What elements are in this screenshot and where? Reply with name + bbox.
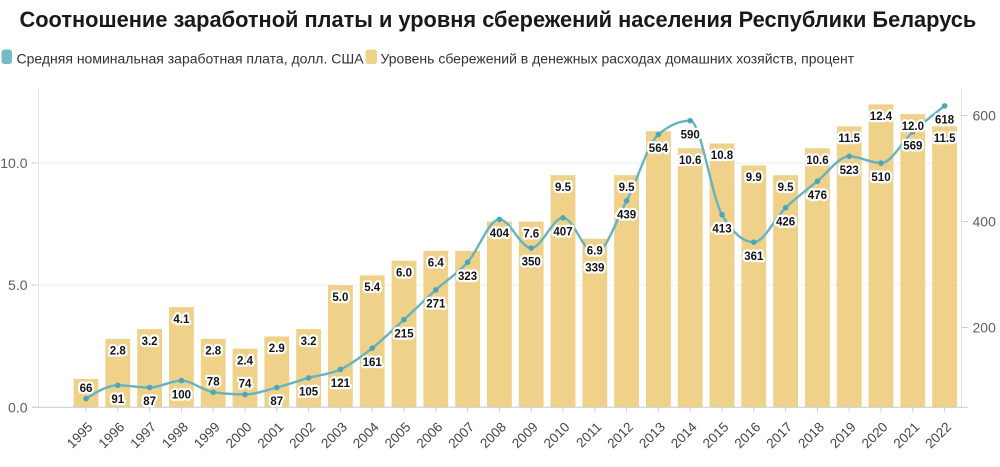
- svg-text:4.1: 4.1: [173, 314, 190, 326]
- svg-text:5.0: 5.0: [8, 277, 28, 293]
- svg-text:361: 361: [744, 251, 764, 263]
- svg-text:476: 476: [808, 190, 827, 202]
- svg-text:6.4: 6.4: [428, 258, 445, 270]
- svg-text:3.2: 3.2: [142, 336, 158, 348]
- svg-text:400: 400: [973, 214, 997, 230]
- svg-text:87: 87: [143, 396, 156, 408]
- svg-text:74: 74: [239, 379, 252, 391]
- svg-text:10.6: 10.6: [806, 155, 828, 167]
- svg-text:10.8: 10.8: [711, 150, 734, 162]
- svg-text:339: 339: [585, 263, 604, 275]
- svg-text:564: 564: [649, 143, 669, 155]
- svg-text:10.6: 10.6: [679, 155, 701, 167]
- svg-text:426: 426: [776, 216, 795, 228]
- svg-text:2.8: 2.8: [110, 346, 127, 358]
- svg-text:91: 91: [111, 394, 124, 406]
- svg-text:600: 600: [973, 107, 997, 123]
- svg-text:271: 271: [426, 299, 446, 311]
- svg-text:200: 200: [973, 320, 997, 336]
- svg-text:161: 161: [363, 357, 383, 369]
- svg-text:87: 87: [270, 396, 283, 408]
- svg-text:6.9: 6.9: [587, 245, 603, 257]
- svg-text:6.0: 6.0: [396, 267, 412, 279]
- svg-text:9.9: 9.9: [746, 172, 762, 184]
- svg-text:105: 105: [299, 387, 319, 399]
- svg-text:Соотношение заработной платы и: Соотношение заработной платы и уровня сб…: [20, 7, 977, 32]
- svg-text:9.5: 9.5: [778, 182, 795, 194]
- svg-text:Средняя номинальная заработная: Средняя номинальная заработная плата, до…: [17, 51, 365, 67]
- svg-text:11.5: 11.5: [934, 133, 956, 145]
- svg-text:0.0: 0.0: [8, 399, 28, 415]
- svg-text:510: 510: [871, 172, 890, 184]
- svg-text:523: 523: [840, 165, 859, 177]
- svg-text:12.4: 12.4: [870, 111, 893, 123]
- svg-text:404: 404: [490, 228, 510, 240]
- svg-text:2.9: 2.9: [269, 343, 285, 355]
- svg-text:11.5: 11.5: [838, 133, 860, 145]
- svg-text:2.8: 2.8: [205, 346, 222, 358]
- svg-text:5.4: 5.4: [364, 282, 381, 294]
- svg-text:2.4: 2.4: [237, 355, 254, 367]
- svg-text:407: 407: [553, 227, 572, 239]
- svg-text:215: 215: [394, 328, 414, 340]
- svg-text:439: 439: [617, 210, 636, 222]
- svg-text:590: 590: [681, 129, 700, 141]
- svg-text:413: 413: [712, 223, 731, 235]
- svg-text:5.0: 5.0: [332, 292, 348, 304]
- svg-text:618: 618: [935, 115, 955, 127]
- svg-text:569: 569: [903, 141, 922, 153]
- svg-text:323: 323: [458, 271, 477, 283]
- svg-text:9.5: 9.5: [555, 182, 572, 194]
- svg-text:350: 350: [522, 257, 541, 269]
- svg-text:121: 121: [331, 378, 351, 390]
- svg-text:9.5: 9.5: [619, 182, 636, 194]
- svg-text:78: 78: [207, 376, 220, 388]
- svg-text:10.0: 10.0: [0, 155, 27, 171]
- svg-text:3.2: 3.2: [301, 336, 317, 348]
- svg-text:66: 66: [80, 383, 93, 395]
- svg-text:7.6: 7.6: [523, 228, 539, 240]
- svg-text:12.0: 12.0: [902, 121, 924, 133]
- svg-text:100: 100: [172, 389, 191, 401]
- svg-text:Уровень сбережений в денежных: Уровень сбережений в денежных расходах д…: [381, 51, 855, 67]
